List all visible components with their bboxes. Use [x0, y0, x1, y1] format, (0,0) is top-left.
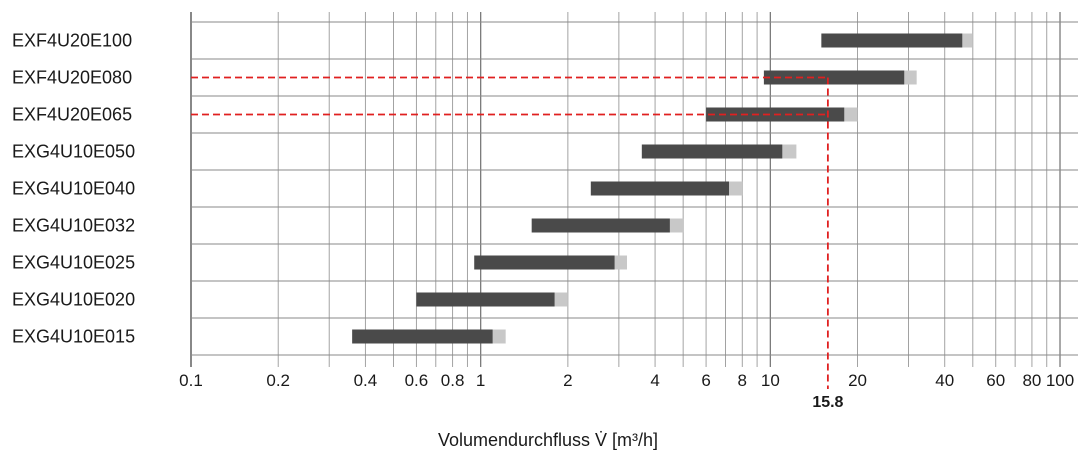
bar [352, 329, 493, 344]
category-label: EXF4U20E065 [12, 105, 132, 125]
bar-extension [962, 33, 973, 48]
bar [821, 33, 963, 48]
bar [590, 181, 730, 196]
bar-extension [782, 144, 797, 159]
category-label: EXG4U10E020 [12, 290, 135, 310]
category-label: EXG4U10E025 [12, 253, 135, 273]
x-tick-label: 0.8 [441, 371, 465, 390]
bar-extension [669, 218, 684, 233]
x-tick-label: 100 [1046, 371, 1074, 390]
x-tick-label: 20 [848, 371, 867, 390]
category-label: EXG4U10E015 [12, 327, 135, 347]
x-tick-label: 4 [650, 371, 659, 390]
x-axis-label: Volumendurchfluss V̇ [m³/h] [438, 430, 658, 450]
bars [352, 33, 973, 344]
bar-extension [844, 107, 858, 122]
bar [763, 70, 905, 85]
x-tick-label: 40 [935, 371, 954, 390]
bar-extension [904, 70, 917, 85]
x-tick-label: 10 [761, 371, 780, 390]
x-tick-label: 6 [701, 371, 710, 390]
x-tick-labels: 0.1 0.2 0.4 0.6 0.8 1 2 4 6 8 10 20 40 60 80 100 [179, 371, 1074, 390]
bar [641, 144, 783, 159]
x-tick-label: 0.1 [179, 371, 203, 390]
x-tick-label: 8 [738, 371, 747, 390]
bar [416, 292, 555, 307]
x-tick-label: 60 [986, 371, 1005, 390]
bar [474, 255, 615, 270]
category-label: EXF4U20E080 [12, 68, 132, 88]
marker-value-label: 15.8 [812, 394, 843, 411]
category-label: EXG4U10E032 [12, 216, 135, 236]
x-tick-label: 0.2 [266, 371, 290, 390]
category-label: EXG4U10E050 [12, 142, 135, 162]
bar-extension [729, 181, 743, 196]
bar-extension [614, 255, 627, 270]
x-tick-label: 80 [1022, 371, 1041, 390]
x-tick-label: 0.6 [405, 371, 429, 390]
category-label: EXG4U10E040 [12, 179, 135, 199]
bar [531, 218, 670, 233]
marker-lines: 15.8 [191, 76, 844, 411]
x-tick-label: 0.4 [354, 371, 378, 390]
bar-extension [554, 292, 568, 307]
category-rows: EXF4U20E100 EXF4U20E080 EXF4U20E065 EXG4U10… [12, 21, 1078, 356]
category-label: EXF4U20E100 [12, 31, 132, 51]
x-tick-label: 1 [476, 371, 485, 390]
bar-extension [492, 329, 506, 344]
x-tick-label: 2 [563, 371, 572, 390]
